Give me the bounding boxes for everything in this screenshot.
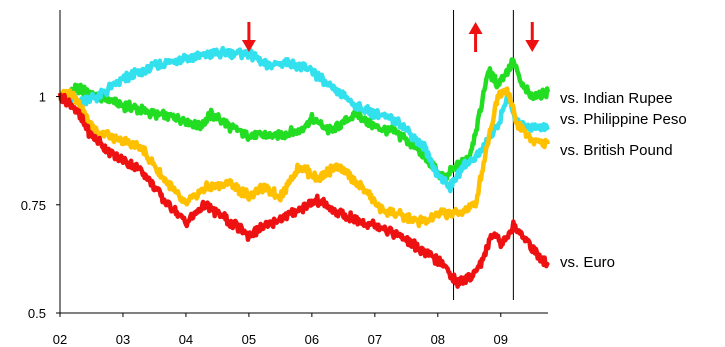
arrow-down-icon	[241, 22, 256, 52]
axes	[59, 10, 548, 314]
series-line-vs-philippine-peso	[58, 45, 550, 194]
x-tick-label: 07	[368, 332, 382, 347]
event-arrows	[241, 22, 540, 52]
arrow-up-icon	[468, 22, 483, 52]
x-tick-label: 05	[242, 332, 256, 347]
x-tick-label: 02	[53, 332, 67, 347]
y-tick-label: 1	[39, 90, 46, 105]
x-tick-label: 08	[431, 332, 445, 347]
series-line-vs-indian-rupee	[58, 57, 551, 183]
series-labels: vs. Indian Rupee vs. Philippine Peso vs. B…	[560, 90, 687, 271]
x-tick-label: 04	[179, 332, 193, 347]
arrow-down-icon	[525, 22, 540, 52]
series-line-vs-euro	[57, 92, 550, 289]
series-label-vs-british-pound: vs. British Pound	[560, 142, 673, 159]
y-tick-label: 0.75	[21, 198, 46, 213]
y-tick-label: 0.5	[28, 306, 46, 321]
axis-ticks: 02 03 04 05 06 07 08 09 0.5 0.75 1	[21, 90, 508, 347]
x-tick-label: 06	[305, 332, 319, 347]
series-lines	[57, 45, 551, 289]
series-label-vs-euro: vs. Euro	[560, 254, 615, 271]
x-tick-label: 09	[494, 332, 508, 347]
x-tick-label: 03	[116, 332, 130, 347]
series-label-vs-indian-rupee: vs. Indian Rupee	[560, 90, 673, 107]
series-line-vs-british-pound	[58, 86, 551, 229]
series-label-vs-philippine-peso: vs. Philippine Peso	[560, 111, 687, 128]
